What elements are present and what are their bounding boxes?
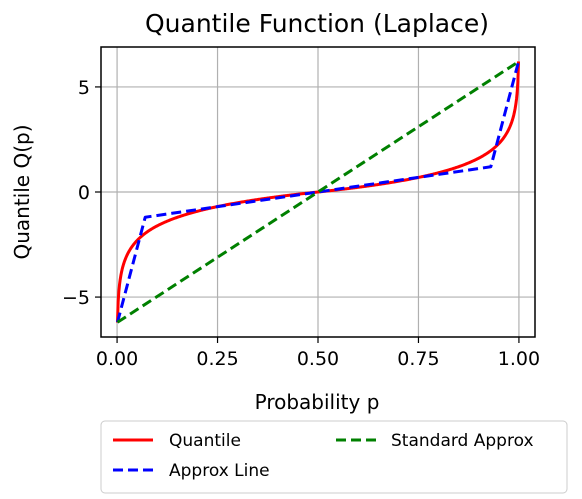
x-tick-label: 0.75 bbox=[397, 348, 439, 370]
ticks: 0.00 0.25 0.50 0.75 1.00 −5 0 5 bbox=[62, 77, 540, 370]
x-tick-label: 1.00 bbox=[498, 348, 540, 370]
legend-label-quantile: Quantile bbox=[169, 431, 241, 451]
legend-label-approx-line: Approx Line bbox=[169, 461, 270, 481]
y-tick-label: −5 bbox=[62, 287, 90, 309]
series-line-standard-approx bbox=[116, 60, 520, 324]
y-tick-label: 0 bbox=[78, 182, 90, 204]
x-tick-label: 0.00 bbox=[96, 348, 138, 370]
series-layer bbox=[115, 60, 521, 324]
y-tick-label: 5 bbox=[78, 77, 90, 99]
legend: Quantile Approx Line Standard Approx bbox=[100, 420, 568, 494]
y-axis-label: Quantile Q(p) bbox=[10, 124, 34, 259]
legend-label-standard-approx: Standard Approx bbox=[391, 431, 534, 451]
x-axis-label: Probability p bbox=[255, 390, 380, 414]
legend-box bbox=[100, 420, 568, 494]
x-tick-label: 0.50 bbox=[297, 348, 339, 370]
series-line-quantile bbox=[115, 61, 521, 323]
x-tick-label: 0.25 bbox=[196, 348, 238, 370]
chart-title: Quantile Function (Laplace) bbox=[145, 9, 489, 38]
